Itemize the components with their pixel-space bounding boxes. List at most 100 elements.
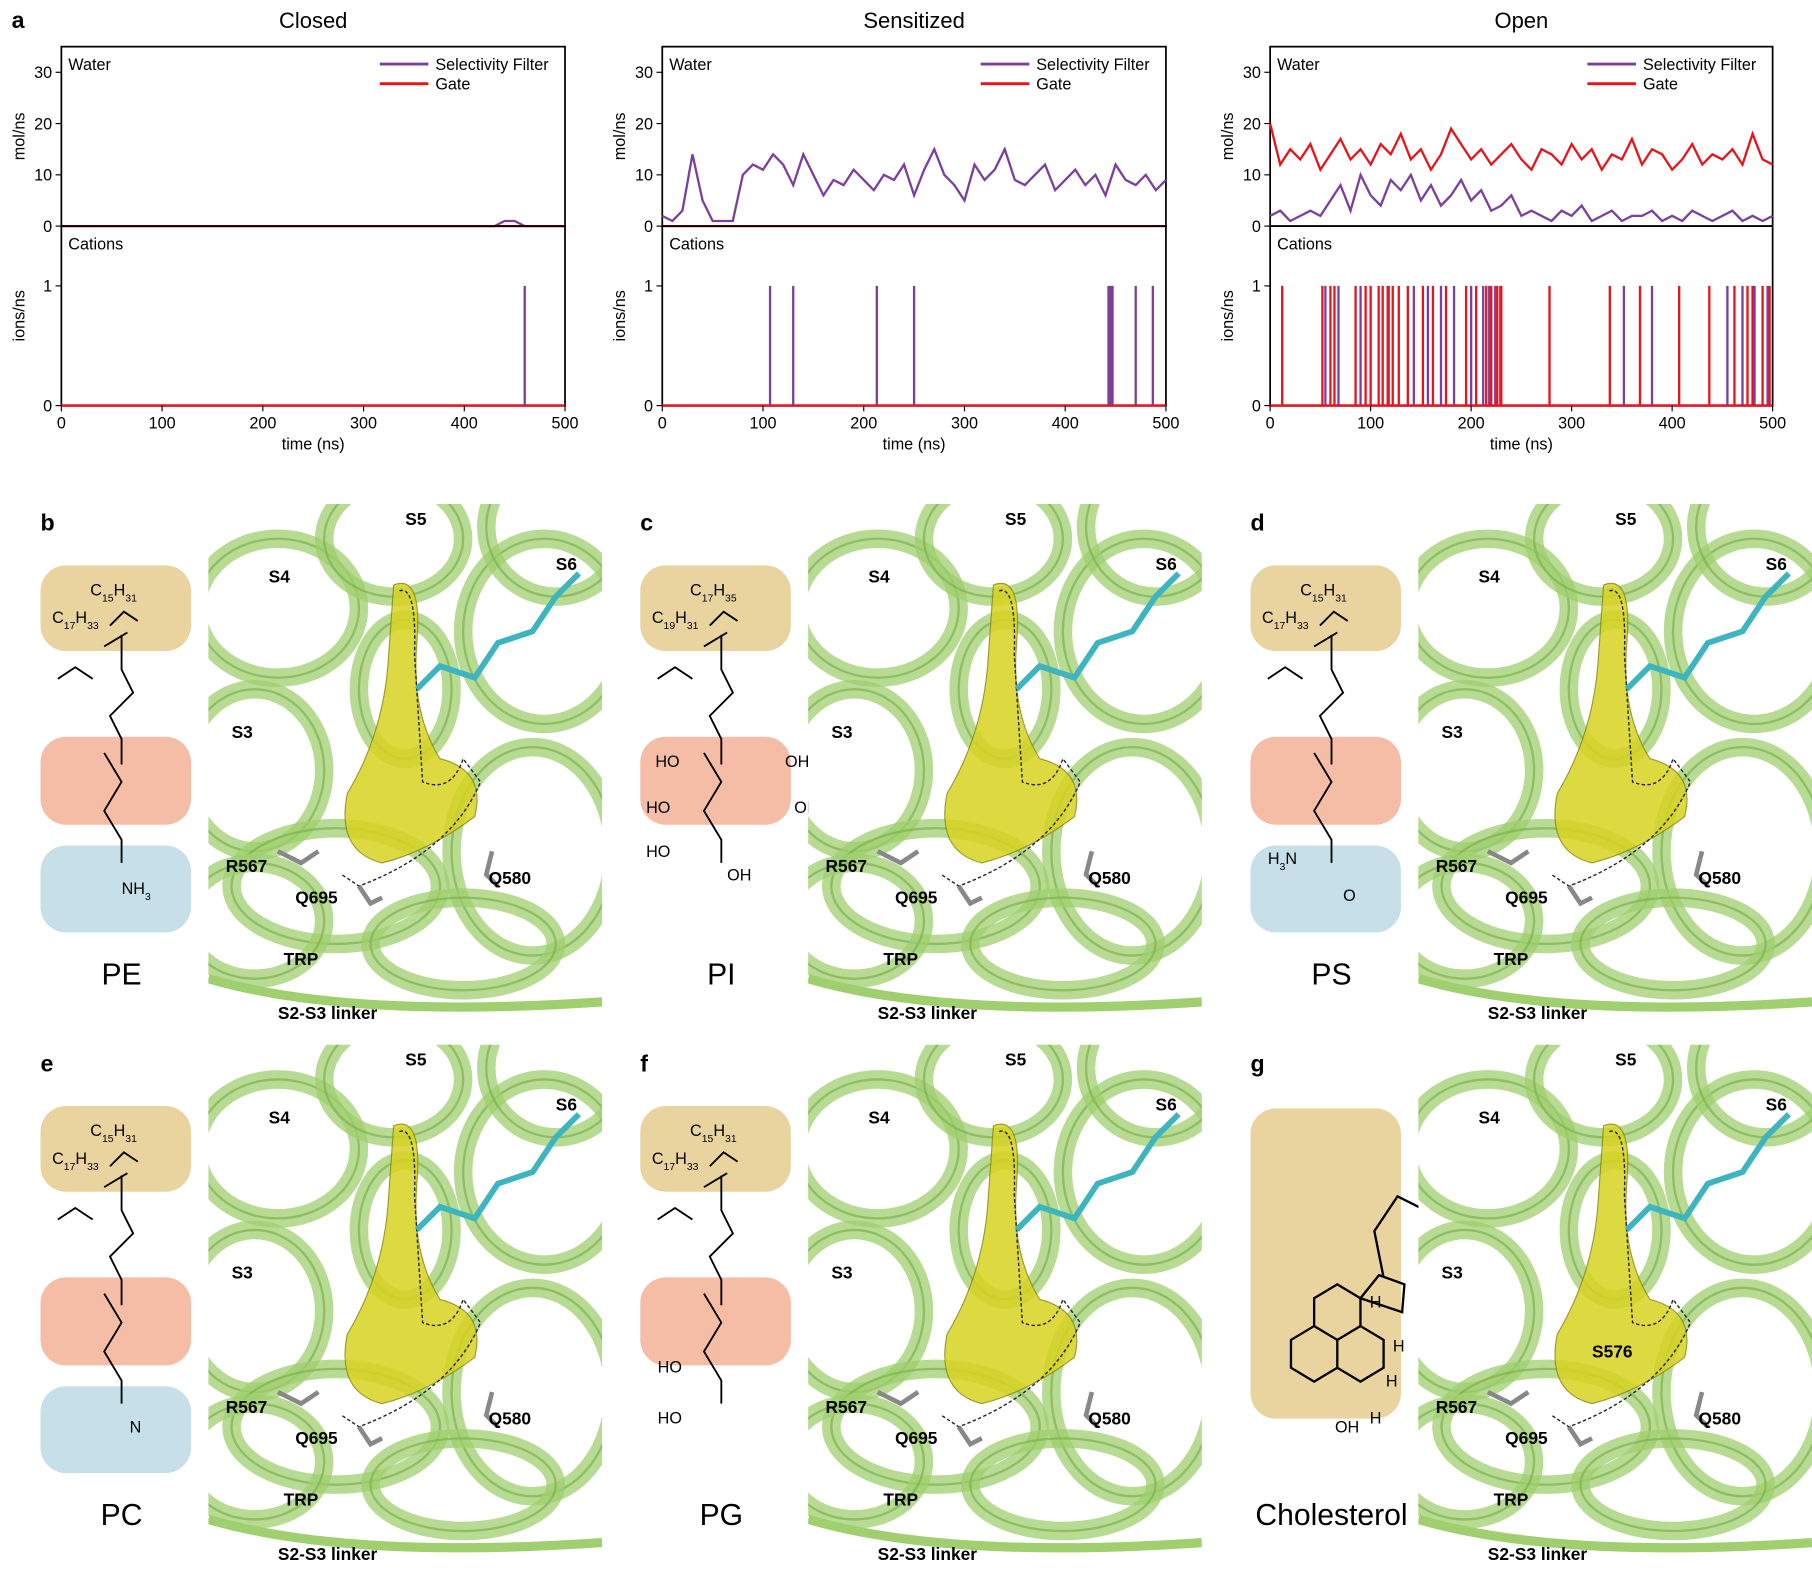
lipid-name: PC (101, 1499, 143, 1532)
structure-label: S4 (1479, 1107, 1501, 1127)
legend-label: Selectivity Filter (435, 56, 549, 74)
head-atom: OH (727, 866, 751, 884)
structure-label: S5 (1615, 1050, 1637, 1070)
x-axis-label: time (ns) (1490, 436, 1553, 454)
residue (276, 1389, 500, 1448)
structure-label: S576 (1592, 1341, 1633, 1361)
phosphate-box (640, 736, 791, 825)
legend-label: Gate (435, 75, 470, 93)
structure-label: R567 (826, 856, 868, 876)
residue (876, 1389, 1100, 1448)
y-tick-label: 0 (43, 397, 52, 415)
structure-label: TRP (883, 1490, 918, 1510)
y-tick-label: 0 (1252, 218, 1261, 236)
head-atom: HO (658, 1409, 682, 1427)
tail-box (640, 565, 791, 652)
structure-label: TRP (284, 949, 319, 969)
structure-label: S6 (556, 1095, 578, 1115)
backbone (657, 1151, 739, 1404)
head-atom: NH3 (122, 880, 151, 902)
structure-label: R567 (226, 1397, 268, 1417)
mesh (1551, 1130, 1692, 1428)
helix-edge (461, 537, 603, 726)
structure-label: R567 (826, 1397, 868, 1417)
y-tick-label: 1 (1252, 278, 1261, 296)
structure-label: Q695 (1505, 1428, 1548, 1448)
structure-label: Q695 (1505, 887, 1548, 907)
x-tick-label: 100 (149, 415, 176, 433)
protein-image: S5 S4 S6 S3 R567 Q695 Q580 TRP S2-S3 linker (208, 503, 603, 1026)
density (944, 1123, 1078, 1405)
water-line (1269, 171, 1774, 223)
structure-label: S2-S3 linker (278, 1544, 378, 1564)
x-tick-label: 0 (658, 415, 667, 433)
structure-label: S3 (232, 722, 254, 742)
y-tick-label: 20 (635, 115, 653, 133)
y-axis-label: mol/ns (611, 113, 629, 161)
helix-edge (1660, 1286, 1812, 1498)
helix-edge (969, 896, 1157, 992)
structure-label: R567 (1436, 1397, 1478, 1417)
structure-label: TRP (1494, 1490, 1529, 1510)
x-tick-label: 400 (1052, 415, 1079, 433)
helix-edge (1579, 896, 1767, 992)
image-clip (1418, 1044, 1812, 1566)
structure-label: Q695 (895, 887, 938, 907)
structure-label: S5 (405, 1050, 427, 1070)
helix-edge (1061, 1078, 1202, 1266)
y-axis-label: mol/ns (10, 113, 28, 161)
structure-label: S6 (1766, 1095, 1788, 1115)
residue (276, 849, 500, 907)
helix-edge (1660, 746, 1812, 957)
structure-label: S2-S3 linker (878, 1003, 978, 1023)
phosphate-box (40, 736, 192, 825)
helix-edge (1440, 1367, 1652, 1486)
helix-edge (1418, 1078, 1570, 1220)
tail-box (640, 1106, 791, 1192)
image-clip (808, 1044, 1202, 1566)
structure-label: S3 (831, 1263, 853, 1283)
structure-label: S4 (269, 567, 291, 587)
helix-edge (450, 746, 603, 957)
panel-letter: a (12, 7, 26, 33)
panel-letter: e (41, 1050, 54, 1076)
head-atom: HO (658, 1358, 682, 1376)
y-axis-label: mol/ns (1219, 113, 1237, 161)
helix-edge (808, 537, 960, 679)
head-atom: HO (646, 799, 670, 817)
mesh (341, 1130, 482, 1428)
phosphate-box (40, 1277, 192, 1366)
structure-panel: e C15H31 C17H33 N PC (40, 1050, 192, 1532)
helix-edge (230, 1367, 442, 1486)
structure-label: S3 (831, 722, 853, 742)
chart-title: Closed (279, 8, 347, 33)
lipid-tail (414, 571, 581, 692)
density (1554, 1123, 1688, 1405)
y-tick-label: 1 (644, 278, 653, 296)
backbone (657, 610, 739, 863)
helix-edge (808, 1078, 960, 1220)
density (344, 582, 478, 864)
structure-label: S5 (1615, 509, 1637, 529)
head-atom: H3N (1268, 850, 1297, 872)
x-tick-label: 400 (451, 415, 478, 433)
structure-label: S6 (1766, 554, 1788, 574)
structure-panel: d C15H31 C17H33 H3N O PS (1250, 510, 1401, 991)
image-clip (808, 503, 1202, 1026)
y-axis-label: ions/ns (611, 290, 629, 341)
helix-edge (208, 1078, 361, 1220)
head-atom: H (1393, 1338, 1405, 1356)
helix-edge (369, 896, 557, 992)
head-atom: H (1386, 1372, 1398, 1390)
structure-label: S6 (556, 554, 578, 574)
subplot-label: Cations (669, 235, 724, 253)
y-tick-label: 1 (43, 278, 52, 296)
residue (1486, 849, 1710, 907)
x-tick-label: 500 (552, 415, 579, 433)
structure-label: S6 (1156, 1095, 1178, 1115)
structure-label: Q580 (1088, 1408, 1130, 1428)
structure-label: S5 (1005, 509, 1027, 529)
y-tick-label: 0 (43, 218, 52, 236)
